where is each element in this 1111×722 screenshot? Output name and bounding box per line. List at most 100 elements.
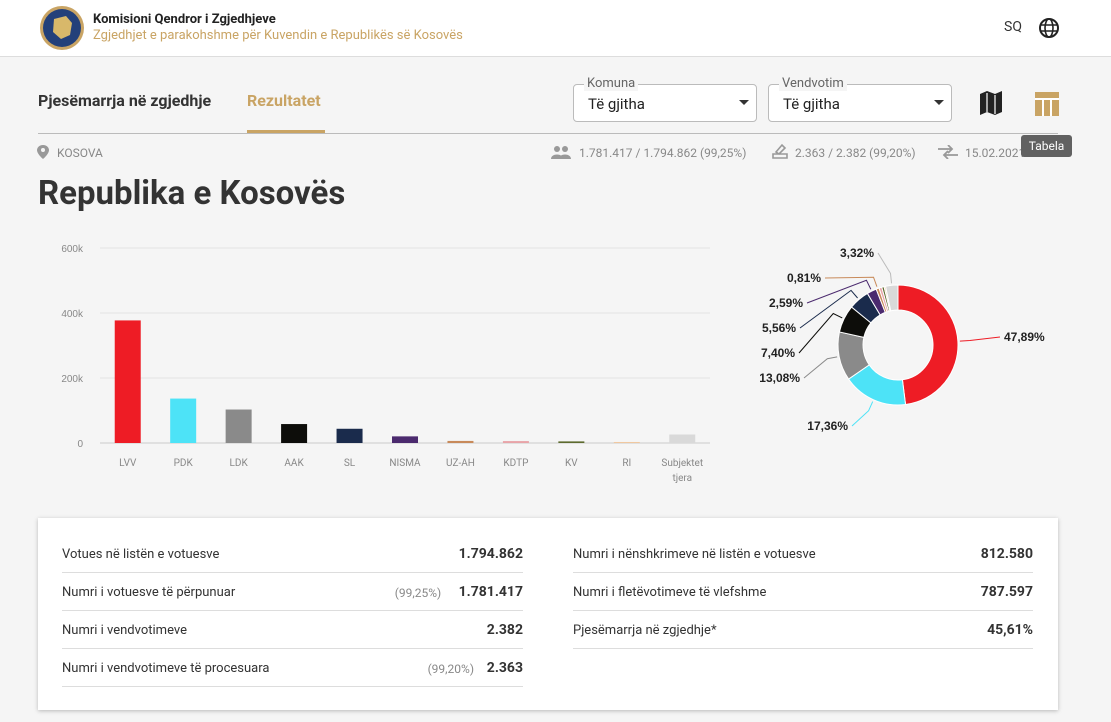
table-icon[interactable] <box>1034 91 1060 117</box>
bar <box>613 441 640 443</box>
row-label: Numri i vendvotimeve të procesuara <box>62 661 270 676</box>
pin-icon <box>37 145 49 159</box>
tab[interactable]: Pjesëmarrja në zgjedhje <box>38 91 212 110</box>
data-label: 13,08% <box>759 371 800 385</box>
stations-stat: 2.363 / 2.382 (99,20%) <box>795 146 916 160</box>
y-tick-label: 400k <box>61 309 84 320</box>
tab-underline <box>247 130 325 133</box>
row-note: (99,20%) <box>427 662 474 676</box>
leader-line <box>806 279 872 304</box>
x-tick-label: SL <box>343 458 356 469</box>
bar <box>392 436 418 443</box>
x-tick-label: KDTP <box>503 458 529 469</box>
bar <box>114 320 141 443</box>
summary-row: Numri i nënshkrimeve në listën e votuesv… <box>573 535 1033 573</box>
leader-line <box>959 336 1001 342</box>
bar <box>225 409 252 443</box>
leader-line <box>799 289 858 329</box>
data-label: 0,81% <box>787 271 821 285</box>
data-label: 47,89% <box>1004 330 1045 344</box>
leader-line <box>803 356 838 379</box>
row-value: 1.794.862 <box>458 546 523 562</box>
y-tick-label: 200k <box>61 374 84 385</box>
page-title: Republika e Kosovës <box>38 174 346 213</box>
row-label: Numri i vendvotimeve <box>62 623 187 638</box>
x-tick-label: AAK <box>284 458 304 469</box>
date-stat: 15.02.2021 <box>965 146 1026 160</box>
globe-icon[interactable] <box>1038 17 1060 39</box>
pie-slice <box>884 284 899 312</box>
bar <box>669 434 696 443</box>
row-value: 45,61% <box>987 622 1033 638</box>
leader-line <box>798 312 843 354</box>
x-tick-label: UZ-AH <box>446 458 475 469</box>
pie-slice <box>897 284 959 406</box>
row-label: Numri i fletëvotimeve të vlefshme <box>573 585 767 600</box>
row-value: 812.580 <box>980 546 1033 562</box>
caret <box>739 100 749 105</box>
bar <box>281 424 308 443</box>
caret <box>934 100 944 105</box>
bar <box>447 440 474 443</box>
row-value: 1.781.417 <box>458 584 523 600</box>
summary-row: Votues në listën e votuesve 1.794.862 <box>62 535 523 573</box>
summary-row: Numri i vendvotimeve të procesuara (99,20… <box>62 649 523 687</box>
y-tick-label: 0 <box>77 439 83 450</box>
data-label: 17,36% <box>807 419 848 433</box>
x-tick-label: PDK <box>173 458 193 469</box>
x-tick-label: Subjektet tjera <box>661 458 704 484</box>
bar <box>502 441 529 443</box>
dropdown-label: Komuna <box>584 76 639 91</box>
bar <box>558 441 585 443</box>
row-value: 2.363 <box>486 660 523 676</box>
tab-active[interactable]: Rezultatet <box>247 91 321 110</box>
header: Komisioni Qendror i Zgjedhjeve Zgjedhjet… <box>0 0 1111 57</box>
charts: 0 200k 400k 600k 47,89% 17,36% 13,08% 7,40% 5,56… <box>0 230 1111 500</box>
x-tick-label: RI <box>622 458 632 469</box>
logo <box>40 6 84 50</box>
summary-row: Numri i fletëvotimeve të vlefshme 787.597 <box>573 573 1033 611</box>
row-value: 787.597 <box>980 584 1033 600</box>
row-value: 2.382 <box>486 622 523 638</box>
update-icon <box>938 145 958 159</box>
location: KOSOVA <box>57 146 103 160</box>
row-label: Numri i votuesve të përpunuar <box>62 585 236 600</box>
divider <box>38 133 1058 134</box>
x-tick-label: NISMA <box>389 458 421 469</box>
leader-line <box>877 252 893 284</box>
summary-row: Pjesëmarrja në zgjedhje* 45,61% <box>573 611 1033 649</box>
ballot-icon <box>772 143 788 159</box>
tooltip: Tabela <box>1021 135 1072 157</box>
bar <box>170 398 197 443</box>
row-label: Numri i nënshkrimeve në listën e votuesv… <box>573 547 816 562</box>
org-name: Komisioni Qendror i Zgjedhjeve <box>93 12 276 27</box>
data-label: 7,40% <box>761 346 795 360</box>
x-tick-label: LDK <box>229 458 248 469</box>
bar <box>336 428 363 443</box>
dropdown-label: Vendvotim <box>779 76 847 91</box>
row-note: (99,25%) <box>394 586 442 600</box>
dropdown-value: Të gjitha <box>783 95 840 113</box>
leader-line <box>824 276 878 287</box>
y-tick-label: 600k <box>61 244 84 255</box>
summary-row: Numri i votuesve të përpunuar (99,25%) 1.7… <box>62 573 523 611</box>
x-tick-label: KV <box>565 458 578 469</box>
dropdown[interactable]: Vendvotim Të gjitha <box>768 76 952 122</box>
people-icon <box>551 146 571 159</box>
voters-stat: 1.781.417 / 1.794.862 (99,25%) <box>579 146 747 160</box>
data-label: 5,56% <box>762 321 796 335</box>
row-label: Pjesëmarrja në zgjedhje* <box>573 623 717 638</box>
summary-card: Votues në listën e votuesve 1.794.862 Numr… <box>38 518 1058 710</box>
chart-area: 0 200k 400k 600k 47,89% 17,36% 13,08% 7,40% 5,56… <box>61 244 1045 450</box>
x-tick-label: LVV <box>119 458 137 469</box>
language[interactable]: SQ <box>1004 19 1022 35</box>
summary-row: Numri i vendvotimeve 2.382 <box>62 611 523 649</box>
row-label: Votues në listën e votuesve <box>62 547 220 562</box>
leader-line <box>851 401 874 427</box>
data-label: 3,32% <box>840 246 874 260</box>
subtitle: Zgjedhjet e parakohshme për Kuvendin e R… <box>93 28 463 43</box>
dropdown-value: Të gjitha <box>588 95 645 113</box>
dropdown[interactable]: Komuna Të gjitha <box>573 76 757 122</box>
map-icon[interactable] <box>978 90 1004 116</box>
